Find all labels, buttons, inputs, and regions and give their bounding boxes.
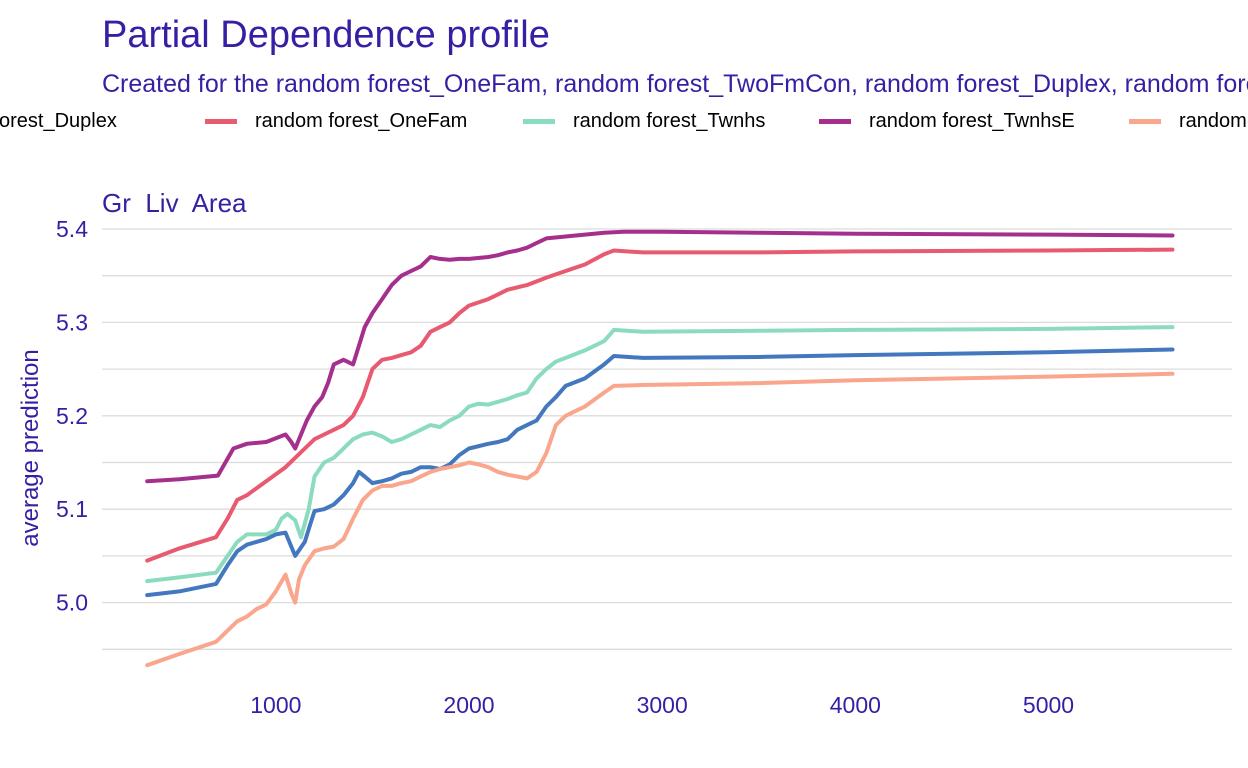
series-line-random-forest-onefam <box>145 247 1175 563</box>
y-tick-label: 5.2 <box>56 403 88 429</box>
y-axis-ticks: 5.0 5.1 5.2 5.3 5.4 <box>56 216 88 616</box>
legend-label: dom forest_Duplex <box>0 110 117 132</box>
legend-entry-twofmcon: random <box>1129 110 1247 133</box>
y-tick-label: 5.0 <box>56 590 88 616</box>
legend-entry-twnhse: random forest_TwnhsE <box>819 110 1075 133</box>
chart-title: Partial Dependence profile <box>102 14 550 56</box>
legend-swatch <box>819 119 851 124</box>
y-tick-label: 5.4 <box>56 216 88 242</box>
series-line-random-forest-duplex <box>145 347 1175 598</box>
series-line-random-forest-twnhs <box>145 325 1175 584</box>
y-axis-title: average prediction <box>17 349 44 546</box>
legend-swatch <box>523 119 555 124</box>
legend-swatch <box>1129 119 1161 124</box>
legend-label: random forest_Twnhs <box>573 110 766 132</box>
chart-subtitle: Created for the random forest_OneFam, ra… <box>102 70 1248 98</box>
series-lines <box>145 229 1175 668</box>
y-tick-label: 5.3 <box>56 309 88 335</box>
legend-swatch <box>205 119 237 124</box>
legend-label: random forest_OneFam <box>255 110 468 132</box>
x-tick-label: 2000 <box>443 692 494 718</box>
grid-lines <box>102 228 1232 650</box>
x-tick-label: 3000 <box>637 692 688 718</box>
series-line-random-forest-twofmcon <box>145 371 1175 668</box>
legend-label: random <box>1179 110 1247 132</box>
facet-label: Gr Liv Area <box>102 188 247 218</box>
x-tick-label: 5000 <box>1023 692 1074 718</box>
x-tick-label: 1000 <box>250 692 301 718</box>
legend-entry-onefam: random forest_OneFam <box>205 110 467 133</box>
x-axis-ticks: 1000 2000 3000 4000 5000 <box>250 692 1074 718</box>
series-line-random-forest-twnhse <box>145 229 1175 484</box>
legend-label: random forest_TwnhsE <box>869 110 1075 132</box>
legend-entry-twnhs: random forest_Twnhs <box>523 110 765 133</box>
legend-entry-duplex: dom forest_Duplex <box>0 110 117 133</box>
x-tick-label: 4000 <box>830 692 881 718</box>
y-tick-label: 5.1 <box>56 496 88 522</box>
